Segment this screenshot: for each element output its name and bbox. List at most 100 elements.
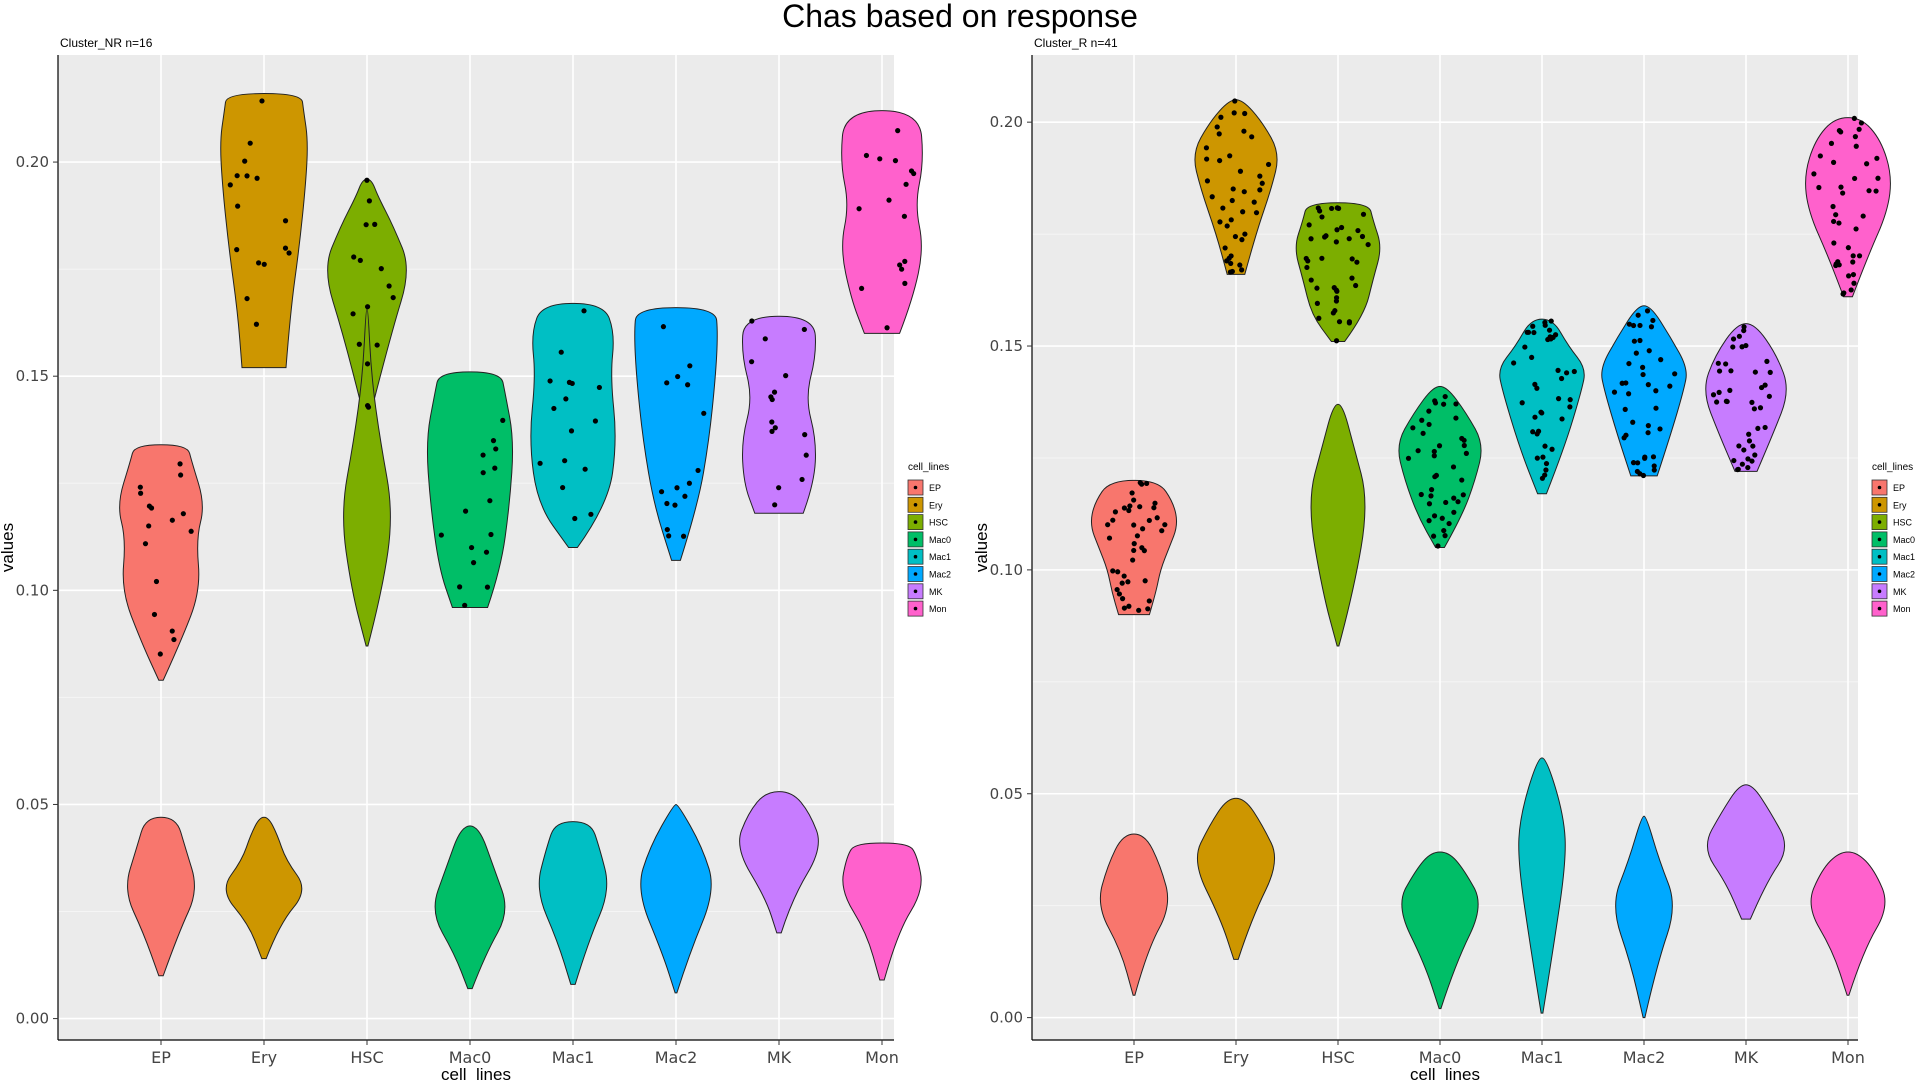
data-point-EP xyxy=(178,472,184,478)
data-point-Mon xyxy=(908,168,915,174)
y-axis-title: values xyxy=(0,523,17,572)
data-point-Ery xyxy=(234,247,240,253)
data-point-Mon xyxy=(1840,190,1846,196)
data-point-Mac0 xyxy=(1431,448,1437,455)
data-point-Ery xyxy=(254,175,260,181)
data-point-Ery xyxy=(1251,199,1257,205)
legend-key-point xyxy=(913,520,918,524)
data-point-Mac0 xyxy=(1455,499,1461,505)
x-tick-label: Mac0 xyxy=(449,1048,492,1067)
data-point-Mac0 xyxy=(483,549,490,555)
data-point-EP xyxy=(1119,596,1126,602)
data-point-Mon xyxy=(1831,240,1837,246)
data-point-Ery xyxy=(1253,210,1260,216)
data-point-Mac1 xyxy=(1559,416,1565,422)
legend-label-EP: EP xyxy=(929,483,941,493)
data-point-Ery xyxy=(242,158,248,164)
data-point-MK xyxy=(783,373,789,379)
y-axis-title: values xyxy=(972,523,991,572)
data-point-Mac1 xyxy=(1548,336,1554,342)
y-tick-label: 0.15 xyxy=(16,367,49,385)
data-point-MK xyxy=(1727,387,1733,393)
data-point-Ery xyxy=(259,98,265,104)
data-point-Mac0 xyxy=(457,584,463,590)
data-point-Mon xyxy=(1850,253,1856,259)
data-point-EP xyxy=(1112,509,1119,515)
data-point-Ery xyxy=(1265,161,1272,168)
data-point-Mac0 xyxy=(490,438,497,444)
data-point-MK xyxy=(1723,398,1730,404)
data-point-Mac2 xyxy=(1642,455,1648,461)
violin-upper-HSC xyxy=(1310,403,1366,647)
x-axis-title: cell_lines xyxy=(441,1065,511,1080)
data-point-MK xyxy=(1731,457,1737,464)
data-point-MK xyxy=(1730,344,1736,350)
data-point-Mon xyxy=(901,213,907,219)
data-point-EP xyxy=(1119,580,1125,586)
data-point-Mon xyxy=(1850,259,1856,265)
data-point-Mon xyxy=(1828,140,1835,146)
data-point-EP xyxy=(1162,522,1168,528)
violin-lower-Ery xyxy=(1196,797,1276,960)
data-point-Ery xyxy=(1239,267,1245,273)
data-point-Ery xyxy=(1204,156,1210,162)
data-point-Ery xyxy=(244,295,250,302)
data-point-Mac2 xyxy=(1635,312,1641,318)
data-point-Mac0 xyxy=(1432,400,1439,406)
legend-key-point xyxy=(913,572,918,576)
data-point-Mon xyxy=(886,197,892,203)
data-point-Mac0 xyxy=(1453,415,1459,421)
data-point-MK xyxy=(1736,333,1742,339)
legend-label-Mac0: Mac0 xyxy=(929,535,951,545)
data-point-Mac1 xyxy=(558,349,564,355)
data-point-MK xyxy=(768,394,774,400)
data-point-Ery xyxy=(253,321,260,327)
data-point-Ery xyxy=(1222,245,1228,251)
data-point-EP xyxy=(1136,607,1142,613)
data-point-Mac1 xyxy=(1534,385,1540,391)
data-point-Ery xyxy=(1242,110,1248,117)
data-point-Mon xyxy=(1875,175,1881,181)
data-point-Mon xyxy=(1856,253,1863,259)
data-point-MK xyxy=(1752,452,1758,458)
data-point-EP xyxy=(1129,490,1135,496)
data-point-Ery xyxy=(1257,173,1263,179)
data-point-Ery xyxy=(1257,187,1263,193)
data-point-MK xyxy=(802,432,808,438)
data-point-Ery xyxy=(1231,110,1237,116)
data-point-HSC xyxy=(1333,298,1340,304)
violin-upper-Mac1 xyxy=(530,302,616,548)
data-point-EP xyxy=(1115,569,1121,575)
data-point-Ery xyxy=(1228,260,1234,267)
data-point-HSC xyxy=(350,311,356,317)
data-point-EP xyxy=(138,490,144,496)
data-point-Mac0 xyxy=(1436,443,1443,449)
data-point-HSC xyxy=(1333,338,1340,344)
data-point-HSC xyxy=(1333,239,1339,245)
data-point-Mac2 xyxy=(1630,419,1636,425)
data-point-MK xyxy=(1730,336,1737,342)
data-point-Mac2 xyxy=(680,533,687,539)
data-point-Ery xyxy=(1229,197,1235,204)
legend-title: cell_lines xyxy=(1872,462,1913,473)
data-point-Mac1 xyxy=(1555,367,1561,373)
data-point-Mac2 xyxy=(1619,380,1625,386)
data-point-Mon xyxy=(1851,115,1857,122)
data-point-HSC xyxy=(1329,205,1335,212)
data-point-Mac1 xyxy=(1522,344,1528,350)
legend-label-HSC: HSC xyxy=(1893,518,1913,528)
data-point-Mon xyxy=(1873,188,1879,194)
x-tick-label: Ery xyxy=(251,1048,277,1067)
data-point-EP xyxy=(1105,522,1111,528)
violin-upper-HSC xyxy=(1295,202,1381,343)
data-point-EP xyxy=(137,484,143,490)
data-point-Mac2 xyxy=(660,324,667,330)
violin-upper-Mac2 xyxy=(1601,305,1687,477)
data-point-Ery xyxy=(256,260,262,266)
data-point-Mac2 xyxy=(1635,460,1641,466)
data-point-Mac2 xyxy=(1653,405,1659,411)
data-point-MK xyxy=(1749,399,1755,405)
data-point-Mac2 xyxy=(664,500,670,507)
data-point-Mac1 xyxy=(1542,443,1548,449)
data-point-MK xyxy=(1735,466,1741,473)
